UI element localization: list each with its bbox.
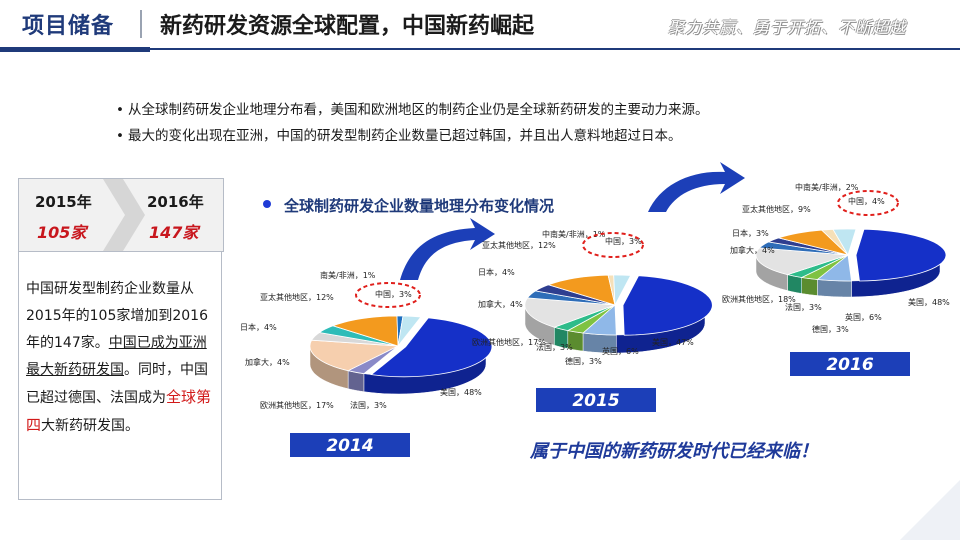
year-badge <box>790 352 910 376</box>
decorative-corner <box>900 480 960 540</box>
chart-title: 全球制药研发企业数量地理分布变化情况 <box>284 197 555 215</box>
curved-arrow-icon <box>400 218 495 280</box>
header-rule <box>0 48 960 50</box>
bullet-1: • 从全球制药研发企业地理分布看，美国和欧洲地区的制药企业仍是全球新药研发的主要动… <box>116 98 708 118</box>
pie-sides <box>309 346 487 395</box>
slice-label-德国: 德国，3% <box>812 324 849 334</box>
pie-slice-中国 <box>832 228 857 256</box>
slogan: 聚力共赢、勇于开拓、不断超越 <box>668 18 907 37</box>
para-text-1: 中国研发型制药企业数量从2015年的105家增加到2016年的147家。 <box>26 281 208 351</box>
curved-arrow-icon <box>648 162 745 212</box>
slice-label-中国: 中国，3% <box>605 236 642 246</box>
pie-chart-2016: 美国，48% 英国，6% 德国，3% 法国，3%欧洲其他地区，18% 加拿大，4% 日本，… <box>722 182 950 376</box>
count-2015: 105家 <box>37 223 87 242</box>
slice-label-法国: 法国，3% <box>350 400 387 410</box>
para-text-3: 大新药研发国。 <box>41 418 140 434</box>
pie-slice-美国 <box>622 275 713 336</box>
slice-label-欧洲其他地区: 欧洲其他地区，18% <box>722 294 796 304</box>
section-title: 项目储备 <box>22 14 115 39</box>
pie-sides <box>524 305 706 354</box>
para-highlight-1: 中国已成为亚洲最大新药研发国 <box>26 335 207 378</box>
pie-slice-亚太其他地区 <box>547 274 616 306</box>
slice-label-英国: 英国，6% <box>602 346 639 356</box>
slice-label-加拿大: 加拿大，4% <box>245 357 290 367</box>
pie-side-法国 <box>347 370 365 393</box>
bullet-text-2: 最大的变化出现在亚洲，中国的研发型制药企业数量已超过韩国，并且出人意料地超过日本… <box>127 128 682 144</box>
pie-slice-美国 <box>370 317 493 378</box>
slice-label-日本: 日本，3% <box>732 228 769 238</box>
slice-label-中国: 中国，3% <box>375 289 412 299</box>
pie-charts: 美国，48%法国，3%欧洲其他地区，17%加拿大，4%日本，4%亚太其他地区，1… <box>240 162 950 457</box>
slice-label-日本: 日本，4% <box>240 322 277 332</box>
year-badge <box>290 433 410 457</box>
arrow-right-icon <box>103 179 145 251</box>
trend-arrows <box>400 162 745 280</box>
para-text-2: 。同时，中国已超过德国、法国成为 <box>26 362 208 406</box>
chart-title-bullet <box>263 200 271 208</box>
china-highlight-ring <box>837 190 899 216</box>
bullet-dot-1: • <box>116 102 124 118</box>
slice-label-中南美/非洲: 中南美/非洲，2% <box>795 182 859 192</box>
pie-sides <box>755 255 941 298</box>
slice-label-加拿大: 加拿大，4% <box>730 245 775 255</box>
year-2015: 2015年 <box>35 193 92 211</box>
year-badge-label: 2014 <box>326 436 373 456</box>
slice-label-美国: 美国，48% <box>440 387 482 397</box>
bullet-dot-2: • <box>116 128 124 144</box>
count-2016: 147家 <box>149 223 199 242</box>
header-divider <box>140 10 142 38</box>
pie-chart-2015: 美国，47% 英国，6%德国，3% 法国，3%欧洲其他地区，17% 加拿大，4% 日本，… <box>472 229 713 412</box>
page-title: 新药研发资源全球配置，中国新药崛起 <box>160 14 535 39</box>
pie-groups: 美国，48%法国，3%欧洲其他地区，17%加拿大，4%日本，4%亚太其他地区，1… <box>240 182 950 457</box>
para-highlight-2: 全球第四 <box>26 388 212 434</box>
slice-label-亚太其他地区: 亚太其他地区，9% <box>742 204 811 214</box>
year-badge-label: 2015 <box>572 391 619 411</box>
slice-label-加拿大: 加拿大，4% <box>478 299 523 309</box>
china-highlight-ring <box>582 232 644 258</box>
conclusion-note: 属于中国的新药研发时代已经来临！ <box>530 441 818 462</box>
year-badge-label: 2016 <box>826 355 873 375</box>
comparison-box: 2015年 105家 2016年 147家 <box>18 178 224 252</box>
pie-slice-中国 <box>397 315 422 347</box>
pie-side-德国 <box>801 277 818 296</box>
slice-label-亚太其他地区: 亚太其他地区，12% <box>482 240 556 250</box>
pie-slice-美国 <box>855 228 947 282</box>
slice-label-美国: 美国，47% <box>652 337 694 347</box>
bullet-2: • 最大的变化出现在亚洲，中国的研发型制药企业数量已超过韩国，并且出人意料地超过日… <box>116 124 681 144</box>
slice-label-德国: 德国，3% <box>565 356 602 366</box>
pie-side-英国 <box>817 279 852 298</box>
china-highlight-ring <box>355 282 421 308</box>
slice-label-中国: 中国，4% <box>848 196 885 206</box>
slice-label-英国: 英国，6% <box>845 312 882 322</box>
pie-slice-欧洲其他地区 <box>524 297 616 328</box>
bullet-text-1: 从全球制药研发企业地理分布看，美国和欧洲地区的制药企业仍是全球新药研发的主要动力… <box>127 102 709 118</box>
header-rule-accent <box>0 47 150 52</box>
slice-label-美国: 美国，48% <box>908 297 950 307</box>
summary-paragraph: 中国研发型制药企业数量从2015年的105家增加到2016年的147家。中国已成… <box>26 276 220 440</box>
pie-slice-中国 <box>613 274 632 307</box>
pie-slice-亚太其他地区 <box>331 315 399 347</box>
year-badge <box>536 388 656 412</box>
slice-label-法国: 法国，3% <box>536 342 573 352</box>
slice-label-中南美/非洲: 中南美/非洲，1% <box>542 229 606 239</box>
slice-label-欧洲其他地区: 欧洲其他地区，17% <box>472 337 546 347</box>
pie-chart-2014: 美国，48% 法国，3% 欧洲其他地区，17% 加拿大，4% 日本，4% 亚太其他地区，1… <box>240 270 493 457</box>
pie-slice-欧洲其他地区 <box>755 247 849 276</box>
year-2016: 2016年 <box>147 193 204 211</box>
slice-label-南美/非洲: 南美/非洲，1% <box>320 270 376 280</box>
pie-slice-欧洲其他地区 <box>309 339 400 372</box>
slice-label-亚太其他地区: 亚太其他地区，12% <box>260 292 334 302</box>
slice-label-欧洲其他地区: 欧洲其他地区，17% <box>260 400 334 410</box>
slice-label-日本: 日本，4% <box>478 267 515 277</box>
slice-label-法国: 法国，3% <box>785 302 822 312</box>
